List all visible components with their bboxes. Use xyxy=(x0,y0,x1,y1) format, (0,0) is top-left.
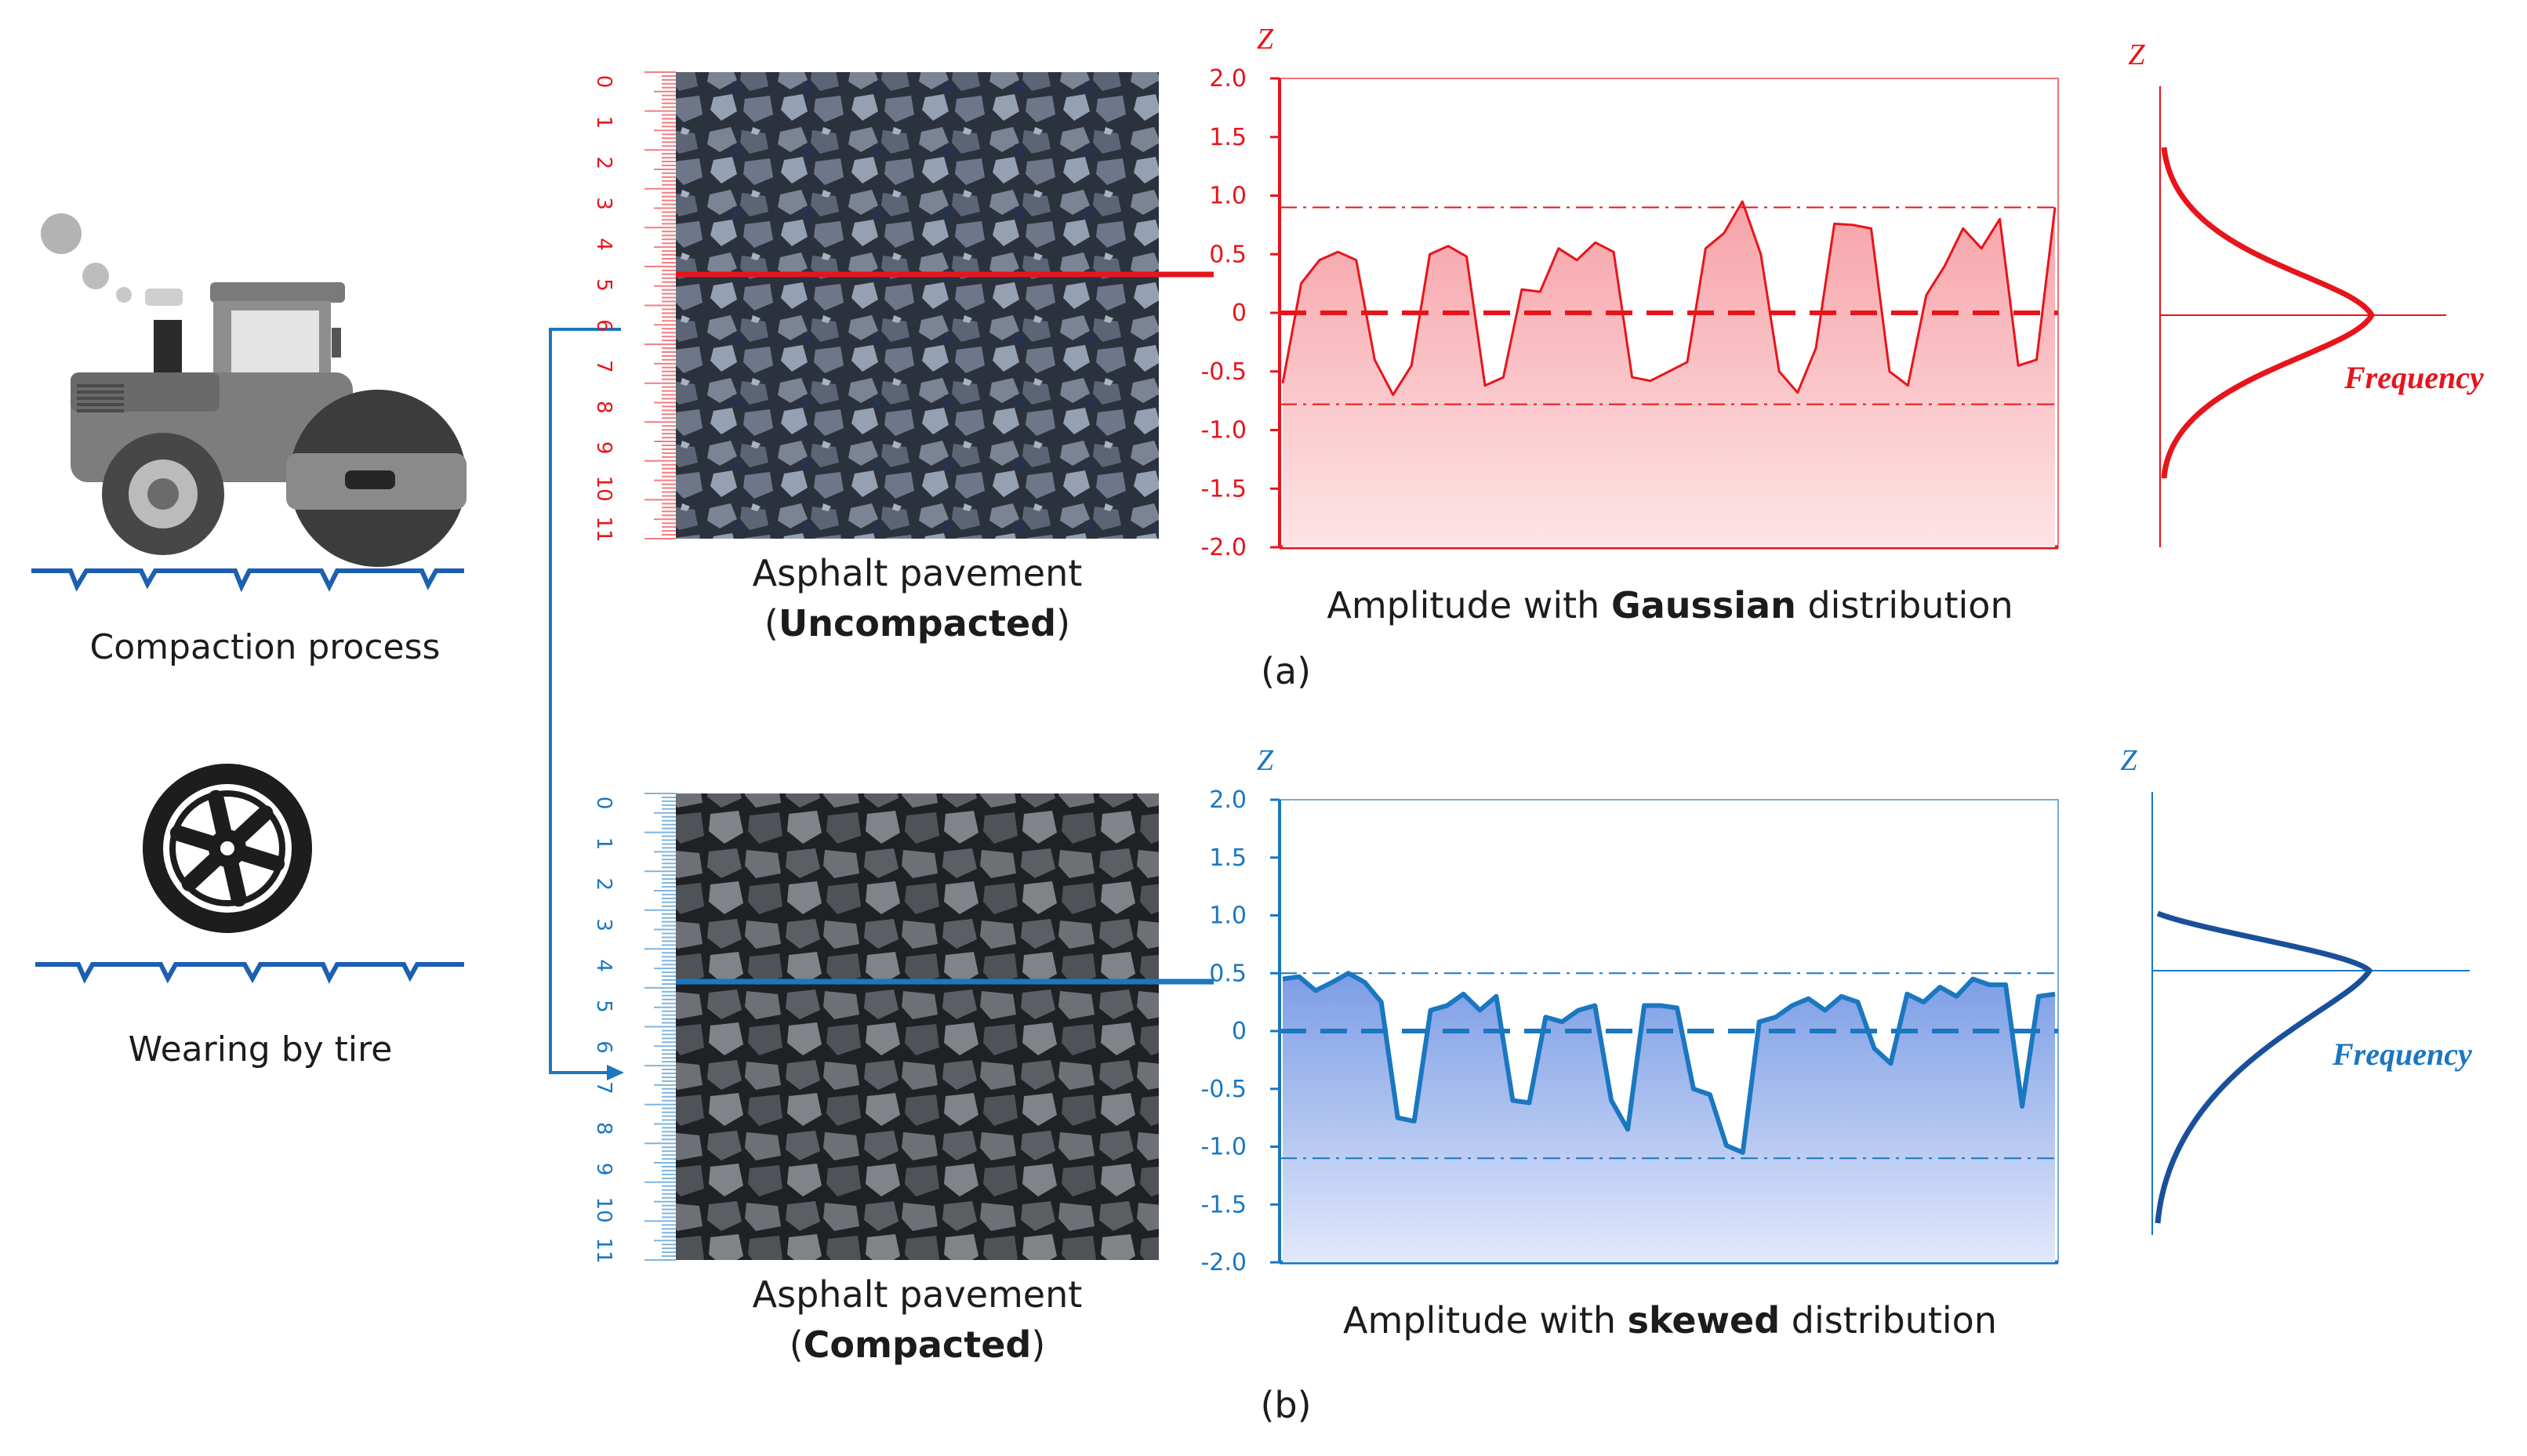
wearing-label: Wearing by tire xyxy=(129,1029,393,1069)
ruler-label: 4 xyxy=(592,959,615,972)
ruler-label: 8 xyxy=(592,401,615,414)
ground-line xyxy=(31,568,464,593)
y-tick-label: -1.5 xyxy=(1200,1191,1247,1218)
y-tick-label: 0 xyxy=(1232,1018,1247,1045)
pavement-photo xyxy=(676,72,1159,539)
ruler-label: 6 xyxy=(592,319,615,332)
ground-line xyxy=(35,962,464,984)
caption-bold: skewed xyxy=(1628,1299,1781,1342)
y-tick-label: -1.0 xyxy=(1200,1134,1247,1161)
photo-state: (Uncompacted) xyxy=(764,602,1070,644)
arrow-head-icon xyxy=(607,1065,624,1080)
y-tick-label: 1.0 xyxy=(1209,902,1247,930)
smoke-icon xyxy=(116,287,132,303)
z-axis-label: Z xyxy=(1257,744,1274,777)
panel-label: (b) xyxy=(1260,1384,1311,1426)
chart-caption: Amplitude with Gaussian distribution xyxy=(1327,584,2013,626)
pavement-photo xyxy=(676,793,1159,1260)
y-tick-label: 2.0 xyxy=(1209,65,1247,93)
ruler-label: 5 xyxy=(592,278,615,292)
caption-prefix: Amplitude with xyxy=(1343,1299,1628,1342)
y-tick-label: -2.0 xyxy=(1200,1249,1247,1276)
y-tick-label: -1.5 xyxy=(1200,475,1247,503)
y-tick-label: -0.5 xyxy=(1200,358,1247,386)
tire-icon xyxy=(143,764,312,933)
profile-line xyxy=(1282,971,2056,1155)
ruler-label: 10 xyxy=(592,476,615,502)
z-axis-label: Z xyxy=(1257,23,1274,56)
chart-caption: Amplitude with skewed distribution xyxy=(1343,1299,1997,1342)
smoke-icon xyxy=(41,213,82,254)
ruler-label: 3 xyxy=(592,197,615,210)
ruler-label: 5 xyxy=(592,1000,615,1013)
distribution-curve xyxy=(2155,910,2373,1224)
ruler-label: 9 xyxy=(592,441,615,455)
ruler-label: 2 xyxy=(592,878,615,891)
caption-suffix: distribution xyxy=(1796,584,2013,626)
y-tick-label: 0 xyxy=(1232,300,1247,327)
ruler: 0 1 2 3 4 5 6 7 8 9 10 11 xyxy=(592,793,676,1264)
compaction-label: Compaction process xyxy=(90,627,441,667)
dist-z-label: Z xyxy=(2128,38,2145,71)
y-tick-label: 0.5 xyxy=(1209,960,1247,987)
frequency-label: Frequency xyxy=(2344,360,2484,395)
panel-b: 0 1 2 3 4 5 6 7 8 9 10 11 Asphalt pavement (Compacted… xyxy=(592,744,2472,1426)
y-tick-label: 1.5 xyxy=(1209,844,1247,872)
caption-suffix: distribution xyxy=(1780,1299,1997,1342)
distribution-curve xyxy=(2161,147,2376,479)
ruler: 0 1 2 3 4 5 6 7 8 9 10 11 xyxy=(592,71,676,543)
ruler-label: 2 xyxy=(592,157,615,170)
y-tick-label: 2.0 xyxy=(1209,786,1247,814)
profile-area xyxy=(1283,202,2055,547)
y-tick-label: 0.5 xyxy=(1209,241,1247,268)
road-roller-icon xyxy=(71,282,467,567)
photo-state-value: Uncompacted xyxy=(779,602,1056,644)
ruler-label: 3 xyxy=(592,918,615,931)
caption-bold: Gaussian xyxy=(1611,584,1796,626)
y-tick-label: -0.5 xyxy=(1200,1076,1247,1103)
ruler-label: 10 xyxy=(592,1197,615,1223)
ruler-label: 7 xyxy=(592,1081,615,1095)
y-tick-label: 1.5 xyxy=(1209,124,1247,151)
dist-z-label: Z xyxy=(2120,744,2137,777)
ruler-label: 7 xyxy=(592,360,615,373)
photo-title: Asphalt pavement xyxy=(753,552,1083,594)
ruler-label: 9 xyxy=(592,1163,615,1176)
profile-line xyxy=(1281,200,2057,397)
ruler-label: 6 xyxy=(592,1040,615,1054)
ruler-label: 11 xyxy=(592,516,615,542)
frequency-label: Frequency xyxy=(2332,1037,2472,1072)
ruler-label: 0 xyxy=(592,797,615,810)
photo-state-value: Compacted xyxy=(804,1323,1032,1366)
profile-area xyxy=(1283,973,2055,1262)
ruler-label: 1 xyxy=(592,837,615,851)
ruler-label: 4 xyxy=(592,238,615,251)
panel-a: 0 1 2 3 4 5 6 7 8 9 10 11 Asphalt pavement (Uncompact… xyxy=(592,23,2484,692)
panel-label: (a) xyxy=(1261,650,1311,692)
smoke-icon xyxy=(82,263,109,289)
y-tick-label: -1.0 xyxy=(1200,417,1247,445)
ruler-label: 11 xyxy=(592,1237,615,1263)
ruler-label: 0 xyxy=(592,75,615,89)
ruler-label: 1 xyxy=(592,116,615,129)
y-tick-label: 1.0 xyxy=(1209,183,1247,210)
y-tick-label: -2.0 xyxy=(1200,534,1247,561)
connector-arrow xyxy=(549,328,621,1074)
photo-state: (Compacted) xyxy=(790,1323,1046,1366)
caption-prefix: Amplitude with xyxy=(1327,584,1611,626)
ruler-label: 8 xyxy=(592,1122,615,1135)
photo-title: Asphalt pavement xyxy=(753,1273,1083,1316)
left-illustrations: Compaction process Wearing by tire xyxy=(31,213,624,1080)
